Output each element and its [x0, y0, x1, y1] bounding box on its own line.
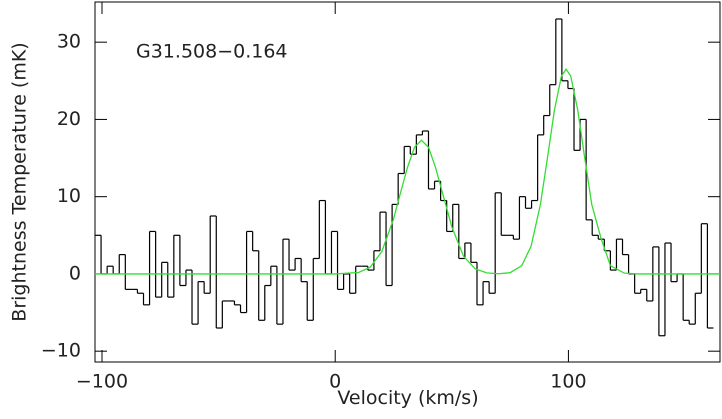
x-tick-label: 0 [329, 371, 341, 393]
annotation: G31.508−0.164 [136, 41, 288, 63]
y-tick-label: 10 [57, 185, 81, 207]
y-tick-label: −10 [41, 340, 81, 362]
x-axis-label: Velocity (km/s) [337, 387, 478, 409]
y-axis-label: Brightness Temperature (mK) [9, 42, 31, 321]
y-tick-label: 30 [57, 31, 81, 53]
fit-curve [95, 68, 720, 275]
y-tick-label: 0 [69, 262, 81, 284]
y-tick-label: 20 [57, 108, 81, 130]
x-tick-label: 100 [550, 371, 586, 393]
x-tick-label: −100 [76, 371, 128, 393]
plot-frame [94, 1, 721, 363]
